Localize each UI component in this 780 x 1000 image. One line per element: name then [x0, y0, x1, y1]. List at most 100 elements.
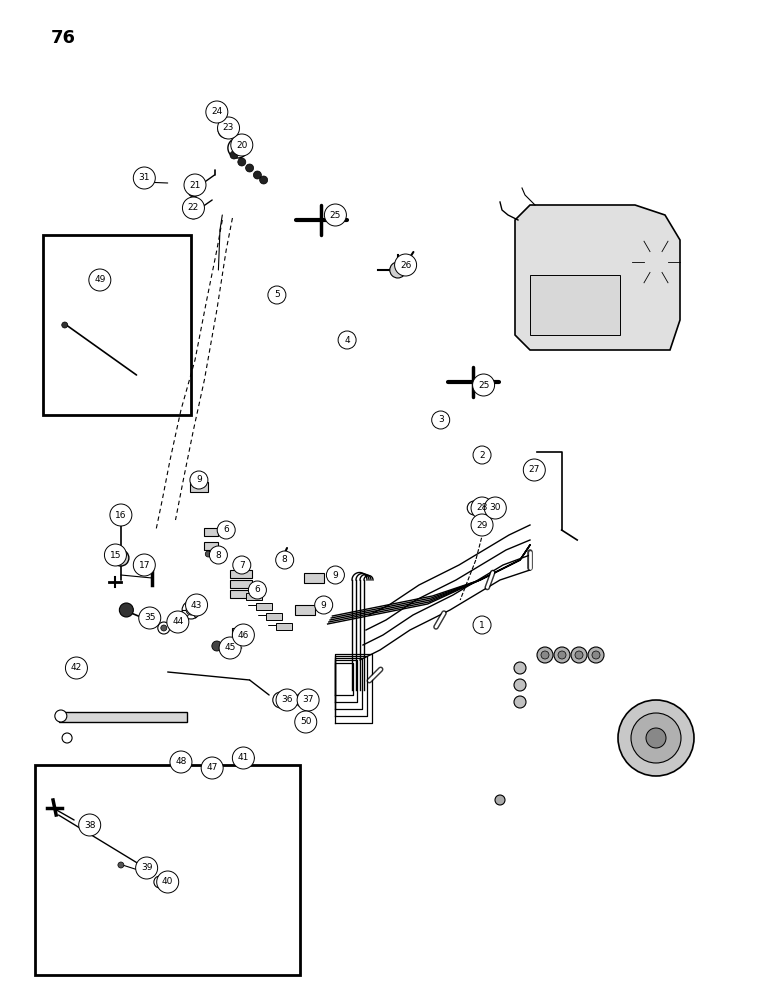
- Circle shape: [646, 728, 666, 748]
- Circle shape: [314, 596, 333, 614]
- Bar: [530, 275, 620, 335]
- Circle shape: [136, 857, 158, 879]
- Circle shape: [278, 697, 284, 703]
- Circle shape: [119, 603, 133, 617]
- Circle shape: [471, 497, 493, 519]
- Circle shape: [212, 641, 222, 651]
- Circle shape: [296, 693, 310, 707]
- Circle shape: [207, 766, 211, 770]
- Circle shape: [260, 176, 268, 184]
- Circle shape: [326, 566, 345, 584]
- Circle shape: [79, 814, 101, 836]
- Circle shape: [275, 551, 294, 569]
- Text: 4: 4: [344, 336, 350, 345]
- Text: 48: 48: [176, 758, 186, 766]
- Circle shape: [495, 795, 505, 805]
- Circle shape: [172, 756, 184, 768]
- Circle shape: [138, 179, 146, 187]
- Text: 5: 5: [274, 290, 280, 299]
- Bar: [304, 573, 324, 583]
- Bar: [256, 603, 272, 610]
- Circle shape: [113, 550, 129, 566]
- Circle shape: [170, 751, 192, 773]
- Circle shape: [154, 876, 166, 888]
- Circle shape: [139, 607, 161, 629]
- Circle shape: [338, 331, 356, 349]
- Circle shape: [205, 551, 211, 557]
- Text: 24: 24: [211, 107, 222, 116]
- Text: 43: 43: [191, 600, 202, 609]
- Bar: [204, 542, 218, 550]
- Circle shape: [554, 647, 570, 663]
- Circle shape: [190, 471, 208, 489]
- Text: 46: 46: [238, 631, 249, 640]
- Circle shape: [209, 546, 228, 564]
- Text: 39: 39: [141, 863, 152, 872]
- Circle shape: [395, 254, 417, 276]
- Text: 44: 44: [172, 617, 183, 626]
- Circle shape: [276, 689, 298, 711]
- Circle shape: [133, 167, 155, 189]
- Circle shape: [105, 544, 126, 566]
- Circle shape: [158, 622, 170, 634]
- Text: 31: 31: [139, 173, 150, 182]
- Bar: [230, 580, 252, 588]
- Text: 8: 8: [215, 550, 222, 560]
- Bar: [204, 528, 218, 536]
- Text: 15: 15: [110, 550, 121, 560]
- Circle shape: [431, 411, 450, 429]
- Circle shape: [278, 556, 285, 564]
- Circle shape: [254, 171, 261, 179]
- Circle shape: [157, 871, 179, 893]
- Circle shape: [217, 521, 236, 539]
- Circle shape: [575, 651, 583, 659]
- Circle shape: [324, 204, 346, 226]
- Bar: [266, 613, 282, 620]
- Circle shape: [62, 322, 68, 328]
- Circle shape: [243, 753, 253, 763]
- Circle shape: [390, 262, 406, 278]
- Circle shape: [297, 689, 319, 711]
- Bar: [35, 765, 300, 975]
- Text: 38: 38: [84, 820, 95, 829]
- Bar: [246, 593, 262, 600]
- Text: 50: 50: [300, 718, 311, 726]
- Circle shape: [203, 762, 215, 774]
- Text: 49: 49: [94, 275, 105, 284]
- Circle shape: [296, 716, 309, 728]
- Circle shape: [190, 211, 197, 219]
- Circle shape: [473, 374, 495, 396]
- Circle shape: [268, 286, 286, 304]
- Circle shape: [246, 164, 254, 172]
- Circle shape: [558, 651, 566, 659]
- Text: 27: 27: [529, 466, 540, 475]
- Circle shape: [475, 515, 489, 529]
- Text: 29: 29: [477, 520, 488, 530]
- Text: 42: 42: [71, 664, 82, 673]
- Circle shape: [233, 143, 243, 153]
- Circle shape: [66, 657, 87, 679]
- Circle shape: [471, 514, 493, 536]
- Circle shape: [588, 647, 604, 663]
- Circle shape: [161, 625, 167, 631]
- Circle shape: [89, 269, 111, 291]
- Text: 2: 2: [479, 451, 485, 460]
- Text: 6: 6: [223, 526, 229, 534]
- Text: 36: 36: [282, 696, 292, 704]
- Bar: [58, 712, 187, 722]
- Circle shape: [514, 696, 526, 708]
- Circle shape: [186, 605, 196, 615]
- Circle shape: [118, 862, 124, 868]
- Text: 23: 23: [223, 123, 234, 132]
- Circle shape: [486, 501, 500, 515]
- Circle shape: [592, 651, 600, 659]
- Circle shape: [133, 554, 155, 576]
- Circle shape: [167, 611, 189, 633]
- Circle shape: [183, 197, 204, 219]
- Circle shape: [62, 733, 72, 743]
- Circle shape: [182, 601, 200, 619]
- Circle shape: [218, 117, 239, 139]
- Bar: [190, 482, 208, 492]
- Bar: [230, 590, 252, 598]
- Circle shape: [467, 501, 481, 515]
